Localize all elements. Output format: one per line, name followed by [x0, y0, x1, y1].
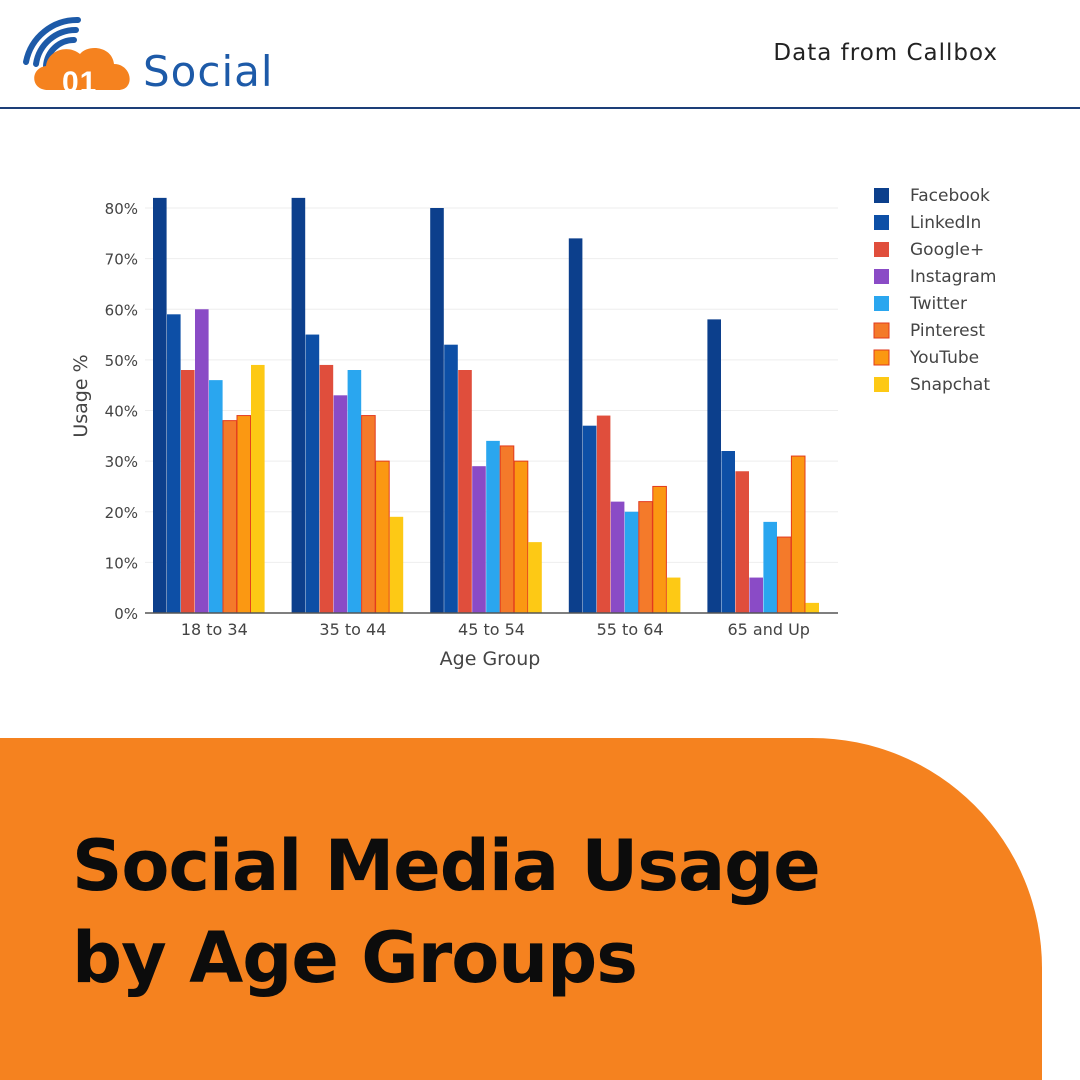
- bar-snapchat-0: [251, 364, 265, 613]
- bar-chart: 0% 10% 20% 30% 40% 50% 60% 70% 80% 18 to 34 35 to …: [70, 186, 997, 670]
- bar-facebook-3: [568, 238, 583, 613]
- bar-twitter-2: [486, 440, 500, 613]
- legend-label: Facebook: [910, 186, 990, 206]
- bar-pinterest-0: [222, 420, 238, 614]
- legend-swatch: [874, 242, 889, 257]
- bar-instagram-2: [472, 466, 486, 613]
- legend-swatch: [874, 215, 889, 230]
- bar-google-1: [319, 364, 334, 613]
- x-tick-label: 55 to 64: [597, 620, 664, 639]
- legend-swatch: [874, 188, 889, 203]
- logo-text: Social: [143, 47, 274, 96]
- bar-instagram-3: [610, 501, 625, 613]
- bar-linkedin-4: [721, 451, 735, 613]
- y-tick-label: 50%: [105, 352, 138, 370]
- bar-facebook-2: [430, 208, 444, 613]
- legend-label: Twitter: [909, 294, 967, 314]
- bar-facebook-0: [153, 197, 167, 613]
- title-line-1: Social Media Usage: [72, 825, 821, 907]
- title-line-2: by Age Groups: [72, 917, 638, 999]
- y-tick-label: 0%: [114, 605, 138, 623]
- y-tick-label: 60%: [105, 301, 138, 319]
- x-tick-label: 65 and Up: [727, 620, 810, 639]
- bar-youtube-0: [236, 415, 252, 614]
- bars: [153, 197, 819, 614]
- bar-youtube-1: [375, 460, 390, 614]
- legend-label: YouTube: [909, 348, 979, 368]
- bar-linkedin-2: [444, 344, 458, 613]
- bar-snapchat-4: [805, 602, 819, 613]
- bar-youtube-2: [513, 460, 529, 614]
- bar-twitter-1: [347, 370, 362, 613]
- bar-facebook-1: [291, 197, 306, 613]
- bar-linkedin-0: [167, 314, 181, 613]
- bar-snapchat-1: [389, 516, 404, 613]
- legend: Facebook LinkedIn Google+ Instagram Twitter P…: [873, 186, 997, 395]
- legend-swatch: [874, 377, 889, 392]
- bar-instagram-0: [195, 309, 209, 613]
- y-tick-label: 80%: [105, 200, 138, 218]
- x-axis-title: Age Group: [440, 648, 541, 670]
- legend-swatch: [874, 269, 889, 284]
- bar-snapchat-3: [666, 577, 681, 613]
- page-title: Social Media Usage by Age Groups: [72, 820, 821, 1004]
- bar-pinterest-3: [638, 501, 653, 614]
- x-tick-label: 35 to 44: [319, 620, 386, 639]
- source-note: Data from Callbox: [773, 40, 998, 66]
- bar-pinterest-4: [776, 536, 792, 614]
- bar-google-2: [458, 370, 472, 613]
- legend-label: Google+: [910, 240, 984, 260]
- x-tick-label: 18 to 34: [181, 620, 248, 639]
- logo-badge: 01: [62, 66, 98, 99]
- y-tick-label: 20%: [105, 504, 138, 522]
- x-tick-label: 45 to 54: [458, 620, 525, 639]
- bar-pinterest-1: [361, 415, 376, 614]
- bar-pinterest-2: [499, 445, 515, 614]
- bar-instagram-4: [749, 577, 763, 613]
- header: 01 Social Data from Callbox: [0, 0, 1080, 109]
- y-tick-label: 10%: [105, 554, 138, 572]
- bar-google-4: [735, 471, 749, 613]
- y-tick-label: 30%: [105, 453, 138, 471]
- bar-instagram-1: [333, 395, 348, 613]
- y-tick-label: 40%: [105, 403, 138, 421]
- legend-label: Pinterest: [910, 321, 985, 341]
- bar-linkedin-1: [305, 334, 320, 613]
- bar-youtube-3: [652, 485, 667, 614]
- bar-google-3: [596, 415, 611, 613]
- bar-linkedin-3: [582, 425, 597, 613]
- bar-twitter-0: [209, 380, 223, 613]
- bar-snapchat-2: [528, 542, 542, 613]
- logo: 01 Social: [20, 16, 290, 99]
- y-axis-title: Usage %: [70, 354, 92, 437]
- legend-label: Snapchat: [910, 375, 990, 395]
- axes: 0% 10% 20% 30% 40% 50% 60% 70% 80% 18 to 34 35 to …: [70, 200, 838, 670]
- legend-label: LinkedIn: [910, 213, 981, 233]
- bar-youtube-4: [790, 455, 806, 614]
- y-tick-label: 70%: [105, 251, 138, 269]
- cloud-wifi-icon: [23, 16, 130, 90]
- legend-label: Instagram: [910, 267, 997, 287]
- legend-swatch: [874, 296, 889, 311]
- bar-facebook-4: [707, 319, 721, 613]
- bar-twitter-4: [763, 521, 777, 613]
- title-banner: Social Media Usage by Age Groups: [0, 738, 1042, 1080]
- legend-swatch: [873, 322, 890, 339]
- bar-twitter-3: [624, 511, 639, 613]
- legend-swatch: [873, 349, 890, 366]
- bar-google-0: [181, 370, 195, 613]
